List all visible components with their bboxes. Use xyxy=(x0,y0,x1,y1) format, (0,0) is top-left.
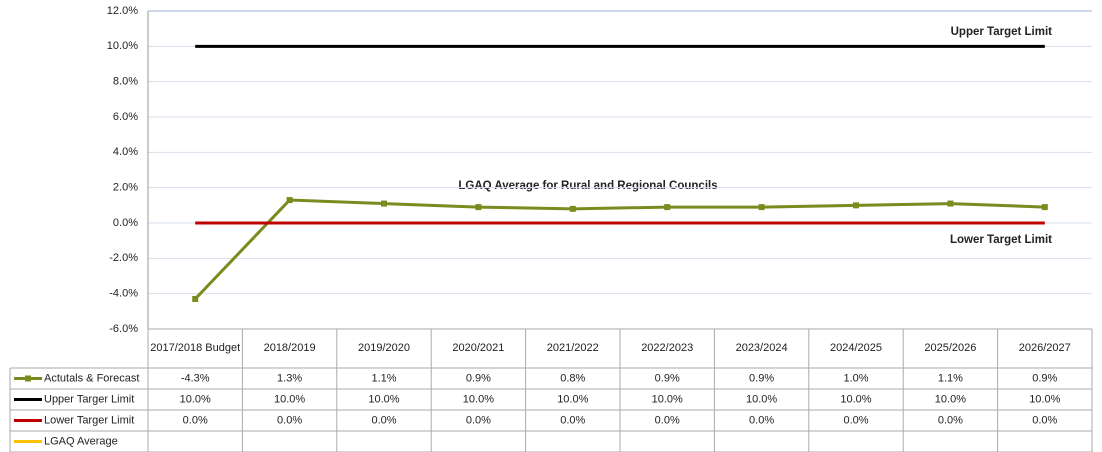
data-label: 0.0% xyxy=(371,414,396,426)
data-label: 0.9% xyxy=(1032,372,1057,384)
marker xyxy=(664,204,671,211)
category-cell: 2021/2022 xyxy=(546,342,599,354)
annotation: LGAQ Average for Rural and Regional Coun… xyxy=(458,180,717,192)
marker xyxy=(758,204,765,211)
legend-label: Upper Targer Limit xyxy=(44,393,134,405)
annotation: Upper Target Limit xyxy=(951,26,1053,38)
data-label: 1.1% xyxy=(371,372,396,384)
data-label: 10.0% xyxy=(1029,393,1060,405)
data-label: 1.0% xyxy=(843,372,868,384)
series-line xyxy=(194,198,1045,301)
y-tick-label: -2.0% xyxy=(109,252,138,264)
category-cell: 2022/2023 xyxy=(641,342,694,354)
category-cell: 2018/2019 xyxy=(263,342,316,354)
x-tick-label: 2026/2027 xyxy=(1018,342,1071,354)
y-tick-label: 4.0% xyxy=(113,146,138,158)
x-tick-label: 2022/2023 xyxy=(641,342,694,354)
legend-label: Lower Targer Limit xyxy=(44,414,134,426)
plot: -6.0% -4.0% -2.0% 0.0% 2.0% 4.0% 6.0% 8.0% 10.0%… xyxy=(9,5,1093,452)
category-cell: 2017/2018 Budget xyxy=(150,342,241,354)
category-cell: 2024/2025 xyxy=(829,342,882,354)
marker xyxy=(569,205,576,212)
data-label: 0.0% xyxy=(277,414,302,426)
marker xyxy=(1041,204,1048,211)
data-label: 0.0% xyxy=(560,414,585,426)
data-label: 10.0% xyxy=(652,393,683,405)
data-label: 0.0% xyxy=(938,414,963,426)
x-tick-label: 2017/2018 Budget xyxy=(150,342,241,354)
marker xyxy=(475,204,482,211)
x-tick-label: 2025/2026 xyxy=(924,342,977,354)
category-cell: 2020/2021 xyxy=(452,342,505,354)
data-label: 0.0% xyxy=(1032,414,1057,426)
y-tick-label: 2.0% xyxy=(113,182,138,194)
y-tick-label: -4.0% xyxy=(109,288,138,300)
legend-label: Actutals & Forecast xyxy=(44,372,139,384)
category-cell: 2023/2024 xyxy=(735,342,788,354)
category-cell: 2025/2026 xyxy=(924,342,977,354)
data-label: 10.0% xyxy=(746,393,777,405)
category-cell: 2019/2020 xyxy=(357,342,410,354)
x-tick-label: 2019/2020 xyxy=(357,342,410,354)
data-label: 10.0% xyxy=(840,393,871,405)
x-tick-label: 2024/2025 xyxy=(829,342,882,354)
data-label: 10.0% xyxy=(368,393,399,405)
y-tick-label: 8.0% xyxy=(113,76,138,88)
x-tick-label: 2023/2024 xyxy=(735,342,788,354)
annotation: Lower Target Limit xyxy=(950,234,1052,246)
legend-label: LGAQ Average xyxy=(44,435,118,447)
marker xyxy=(192,295,199,302)
data-label: 10.0% xyxy=(274,393,305,405)
data-label: 0.0% xyxy=(655,414,680,426)
data-label: 10.0% xyxy=(463,393,494,405)
data-label: 0.9% xyxy=(466,372,491,384)
data-label: 1.1% xyxy=(938,372,963,384)
data-label: 10.0% xyxy=(557,393,588,405)
x-tick-label: 2018/2019 xyxy=(263,342,316,354)
data-label: 0.9% xyxy=(749,372,774,384)
data-label: 0.0% xyxy=(183,414,208,426)
marker xyxy=(286,197,293,204)
x-tick-label: 2020/2021 xyxy=(452,342,505,354)
data-label: 0.0% xyxy=(749,414,774,426)
y-tick-label: 0.0% xyxy=(113,217,138,229)
data-label: 0.0% xyxy=(843,414,868,426)
data-label: 10.0% xyxy=(935,393,966,405)
y-tick-label: 6.0% xyxy=(113,111,138,123)
data-label: 10.0% xyxy=(180,393,211,405)
data-label: 0.9% xyxy=(655,372,680,384)
y-tick-label: -6.0% xyxy=(109,323,138,335)
marker xyxy=(381,200,387,207)
data-label: 0.8% xyxy=(560,372,585,384)
legend-marker xyxy=(25,375,31,382)
y-tick-label: 10.0% xyxy=(107,40,138,52)
data-label: 0.0% xyxy=(466,414,491,426)
marker xyxy=(853,202,859,209)
data-label: 1.3% xyxy=(277,372,302,384)
y-tick-label: 12.0% xyxy=(107,5,138,17)
category-cell: 2026/2027 xyxy=(1018,342,1071,354)
marker xyxy=(947,200,954,207)
data-label: -4.3% xyxy=(181,372,210,384)
x-tick-label: 2021/2022 xyxy=(546,342,599,354)
